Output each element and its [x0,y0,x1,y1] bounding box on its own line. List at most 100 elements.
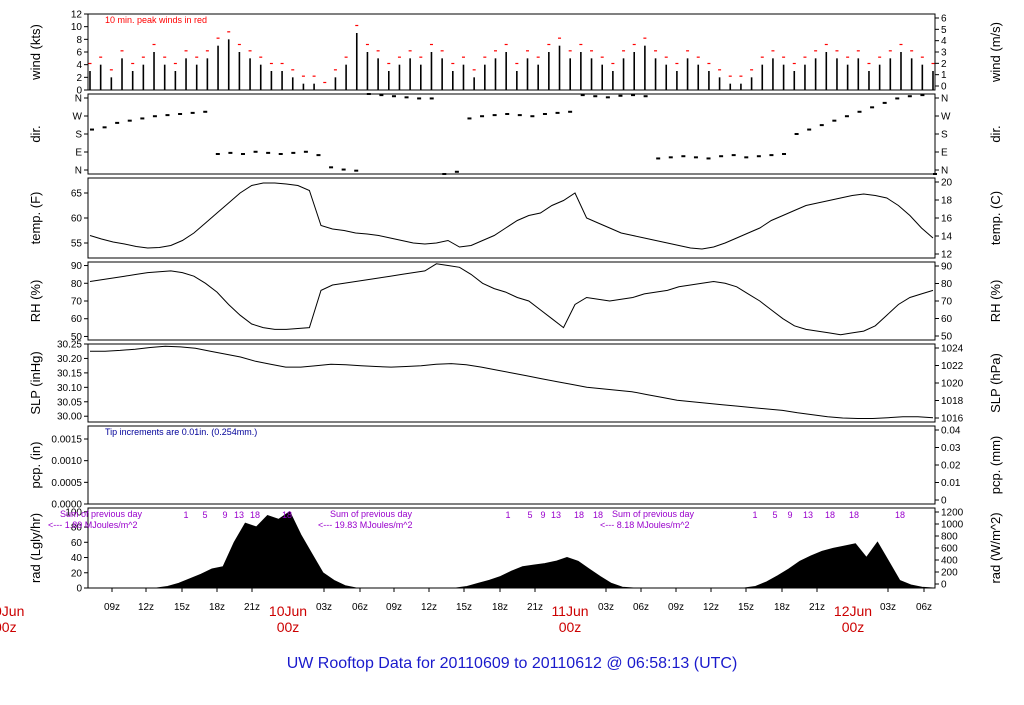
date-label-time: 00z [559,619,582,635]
dir-data-point [882,101,887,104]
slp-ytick-right-label: 1020 [941,379,964,390]
wind-peak-mark [536,56,540,58]
pcp-ytick-right-label: 0.01 [941,478,961,489]
wind-peak-mark [739,75,743,77]
dir-data-point [870,106,875,109]
dir-ylabel-right: dir. [988,125,1003,142]
wind-peak-mark [451,62,455,65]
wind-peak-mark [184,50,188,52]
wind-peak-mark [280,62,284,65]
wind-ylabel: wind (kts) [28,24,43,81]
dir-data-point [480,115,485,118]
wind-peak-mark [728,75,732,77]
hour-tick-label: 18z [492,602,508,613]
date-label-day: 0Jun [0,603,24,619]
wind-panel-frame [87,13,936,91]
dir-data-point [203,110,208,113]
rad-hour-mark: 13 [803,510,813,520]
date-label-time: 00z [0,619,17,635]
wind-peak-mark [323,81,327,84]
dir-data-point [605,96,610,99]
dir-data-point [391,95,396,98]
wind-peak-mark [856,50,860,52]
dir-ytick-label: E [75,148,82,159]
dir-data-point [266,151,271,154]
wind-peak-mark [643,37,647,39]
dir-ytick-right-label: S [941,130,948,141]
wind-peak-mark [397,56,401,58]
wind-peak-mark [931,62,935,65]
wind-peak-mark [675,62,679,65]
rad-ytick-label: 40 [71,553,83,564]
chart-title: UW Rooftop Data for 20110609 to 20110612… [287,655,738,672]
rad-ytick-right-label: 200 [941,568,958,579]
dir-data-point [127,119,132,122]
temp-line [89,182,934,250]
dir-data-point [631,94,636,97]
wind-peak-mark [195,56,199,58]
hour-tick-label: 15z [738,602,754,613]
wind-peak-mark [654,50,658,52]
wind-peak-mark [558,37,562,39]
wind-peak-mark [888,50,892,52]
dir-data-point [807,128,812,131]
wind-peak-mark [472,69,476,71]
wind-ytick-right-label: 6 [941,14,947,25]
dir-data-point [643,95,648,98]
rad-ytick-label: 20 [71,568,83,579]
slp-panel-frame [87,343,936,423]
wind-ytick-right-label: 3 [941,48,947,59]
wind-peak-mark [707,62,711,65]
wind-peak-mark [824,43,828,46]
slp-ylabel-right: SLP (hPa) [988,353,1003,413]
rad-hour-mark: 13 [234,510,244,520]
dir-data-point [190,111,195,114]
wind-peak-mark [344,56,348,58]
rad-hour-mark: 18 [250,510,260,520]
hour-tick-label: 18z [774,602,790,613]
wind-peak-mark [355,24,359,27]
hour-tick-label: 09z [104,602,120,613]
dir-data-point [706,157,711,160]
wind-peak-mark [237,43,241,46]
slp-ytick-right-label: 1024 [941,344,964,355]
rh-ytick-label: 70 [71,297,83,308]
wind-peak-mark [173,62,177,65]
dir-data-point [90,128,94,131]
wind-peak-mark [387,62,391,65]
rh-ytick-label: 60 [71,314,83,325]
wind-ytick-label: 2 [76,73,82,84]
pcp-ytick-label: 0.0000 [51,500,82,511]
temp-panel-frame [87,177,936,259]
dir-data-point [341,168,346,171]
dir-data-point [756,155,761,158]
rad-daily-sum-value: <--- 1.89 MJoules/m^2 [48,520,138,530]
dir-data-point [819,124,824,127]
dir-data-point [542,113,547,115]
wind-peak-mark [814,50,818,52]
wind-peak-mark [515,62,519,65]
wind-peak-mark [88,62,92,65]
hour-tick-label: 03z [598,602,614,613]
wind-peak-mark [792,62,796,65]
rad-hour-mark: 1 [752,510,757,520]
dir-ytick-right-label: N [941,166,948,177]
slp-ytick-right-label: 1022 [941,361,964,372]
rad-daily-sum-label: Sum of previous day [60,509,143,519]
wind-peak-mark [483,56,487,58]
dir-ytick-label: N [75,94,82,105]
wind-peak-mark [835,50,839,52]
hour-tick-label: 15z [456,602,472,613]
rad-hour-mark: 5 [772,510,777,520]
dir-data-point [140,117,145,120]
rh-ytick-label: 50 [71,332,83,343]
temp-ytick-right-label: 20 [941,178,953,189]
wind-ytick-label: 6 [76,48,82,59]
dir-data-point [278,153,283,155]
dir-data-point [165,114,170,117]
wind-peak-mark [771,50,775,52]
dir-data-point [442,173,447,175]
dir-data-point [291,151,296,154]
slp-line [90,345,934,419]
slp-ytick-label: 30.05 [57,397,82,408]
